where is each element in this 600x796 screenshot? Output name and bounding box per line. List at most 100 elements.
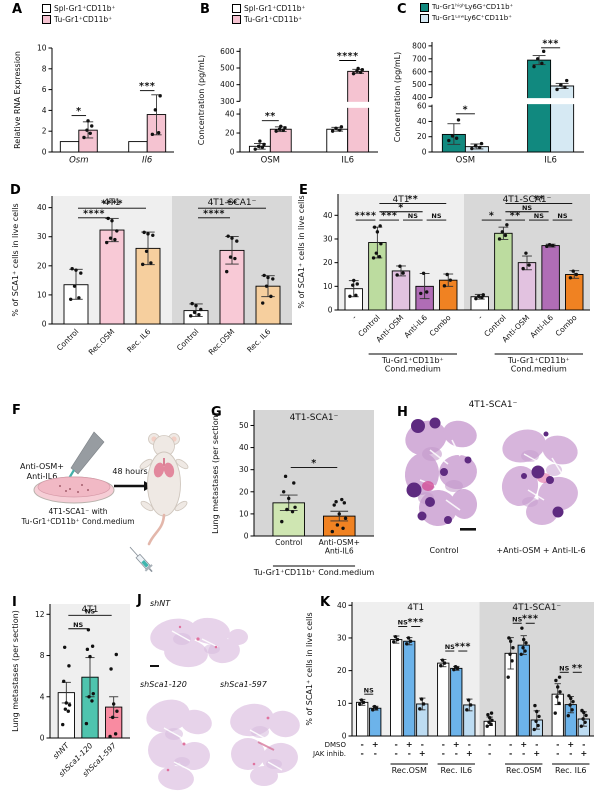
legend-item: Spl-Gr1⁺CD11b⁺ [232,4,306,13]
lungs-icon [153,458,175,478]
panel-b-label: B [200,2,210,17]
svg-text:-: - [535,740,538,749]
svg-text:Lung metastases (per section): Lung metastases (per section) [11,610,20,732]
svg-text:OSM: OSM [261,156,280,166]
svg-text:Rec.OSM: Rec.OSM [506,766,541,775]
svg-text:Concentration (pg/mL): Concentration (pg/mL) [197,55,206,145]
panel-h-title: 4T1-SCA1⁻ [468,400,518,410]
panel-g-label: G [211,405,222,420]
duration-label: 48 hours [112,467,147,476]
svg-text:800: 800 [412,41,427,50]
svg-text:4T1-SCA1⁻: 4T1-SCA1⁻ [290,413,339,423]
svg-text:-: - [395,749,398,758]
panel-j-caption-sh120: shSca1-120 [140,680,187,689]
svg-text:DMSO: DMSO [325,741,347,749]
svg-text:-: - [374,749,377,758]
legend-swatch-spl [232,4,241,13]
svg-text:-: - [556,740,559,749]
svg-text:NS: NS [73,621,83,629]
svg-text:**: ** [533,194,544,205]
histology-image-shnt [150,617,248,668]
svg-text:30: 30 [337,633,347,642]
legend-item: Tu-Gr1⁺CD11b⁺ [42,15,116,24]
svg-text:Control: Control [175,327,201,353]
legend-swatch-ly6g [420,3,429,12]
svg-text:% of SCA1⁺ cells in live cells: % of SCA1⁺ cells in live cells [11,203,20,316]
svg-text:20: 20 [239,487,249,496]
svg-text:600: 600 [412,67,427,76]
svg-text:20: 20 [323,258,333,267]
svg-text:0: 0 [244,532,249,541]
svg-text:-: - [395,740,398,749]
svg-text:8: 8 [42,64,47,73]
svg-text:0: 0 [40,734,45,743]
svg-text:Rec.OSM: Rec.OSM [87,327,117,357]
legend-swatch-tu [42,15,51,24]
panel-j-caption-shnt: shNT [150,599,171,608]
svg-text:Anti-IL6: Anti-IL6 [402,313,429,340]
svg-text:Combo: Combo [428,313,453,338]
svg-text:40: 40 [337,601,347,610]
antibody-label-line1: Anti-OSM+ [20,462,64,471]
legend-label: Spl-Gr1⁺CD11b⁺ [54,3,116,13]
svg-text:***: *** [381,211,397,222]
svg-text:% of SCA1⁺ cells in live cells: % of SCA1⁺ cells in live cells [297,195,306,308]
svg-text:-: - [421,740,424,749]
svg-text:-: - [509,740,512,749]
legend-label: Tu-Gr1⁺CD11b⁺ [54,14,113,24]
svg-text:**: ** [227,199,238,210]
panel-i-label: I [12,595,17,610]
svg-text:Lung metastases (per section): Lung metastases (per section) [211,412,220,534]
scale-bar [150,665,159,667]
svg-text:***: *** [522,614,538,625]
svg-text:10: 10 [323,282,333,291]
histology-image-sh120 [146,699,212,791]
svg-text:****: **** [101,199,123,210]
panel-e-chart: 4T1 4T1-SCA1⁻ 0 10 20 30 40 % of SCA1⁺ cells in… [294,184,598,390]
svg-text:4T1: 4T1 [393,195,410,205]
svg-text:2: 2 [42,127,47,136]
svg-text:0: 0 [230,148,235,157]
svg-text:****: **** [337,51,359,62]
legend-swatch-tu [232,15,241,24]
panel-h: 4T1-SCA1⁻ [388,398,598,576]
svg-text:700: 700 [412,54,427,63]
svg-text:6: 6 [42,85,47,94]
panel-e-label: E [299,183,308,198]
antibody-label-line2: Anti-IL6 [27,472,58,481]
legend-swatch-ly6c [420,14,429,23]
panel-i-chart: 4T1 0 4 8 12 Lung metastases (per section) shN… [8,592,134,796]
histology-image-treated [501,429,578,525]
svg-text:Rec. IL6: Rec. IL6 [555,766,587,775]
svg-text:NS: NS [398,619,408,627]
svg-text:500: 500 [220,64,235,73]
svg-text:**: ** [572,663,583,674]
svg-text:Rec. IL6: Rec. IL6 [441,766,473,775]
svg-text:+: + [533,749,540,758]
legend-item: Tu-Gr1ʰⁱᵍʰLy6G⁺CD11b⁺ [420,3,513,12]
legend-item: Tu-Gr1ᴸᵒʷLy6C⁺CD11b⁺ [420,14,513,23]
svg-text:30: 30 [239,465,249,474]
svg-text:NS: NS [445,643,455,651]
svg-text:-: - [476,313,484,321]
svg-text:4T1-SCA1⁻: 4T1-SCA1⁻ [503,195,552,205]
svg-text:NS: NS [431,212,441,220]
svg-text:-: - [509,749,512,758]
svg-text:IL6: IL6 [544,156,557,166]
svg-text:NS: NS [85,608,95,616]
svg-text:+: + [580,749,587,758]
svg-text:NS: NS [534,212,544,220]
svg-text:-: - [408,749,411,758]
svg-text:Rec. IL6: Rec. IL6 [245,327,272,354]
svg-text:0: 0 [328,306,333,315]
panel-k-label: K [320,595,331,610]
panel-f-diagram: Anti-OSM+ Anti-IL6 4T1-SCA1⁻ with Tu-Gr1… [8,398,204,584]
svg-text:Tu-Gr1⁺CD11b⁺Cond.medium: Tu-Gr1⁺CD11b⁺ Cond.medium [381,356,444,374]
svg-text:0: 0 [422,148,427,157]
panel-c-legend: Tu-Gr1ʰⁱᵍʰLy6G⁺CD11b⁺ Tu-Gr1ᴸᵒʷLy6C⁺CD11… [420,3,513,23]
dish-caption-line1: 4T1-SCA1⁻ with [49,507,108,516]
svg-text:30: 30 [37,232,47,241]
panel-a-legend: Spl-Gr1⁺CD11b⁺ Tu-Gr1⁺CD11b⁺ [42,4,116,24]
svg-text:8: 8 [40,651,45,660]
